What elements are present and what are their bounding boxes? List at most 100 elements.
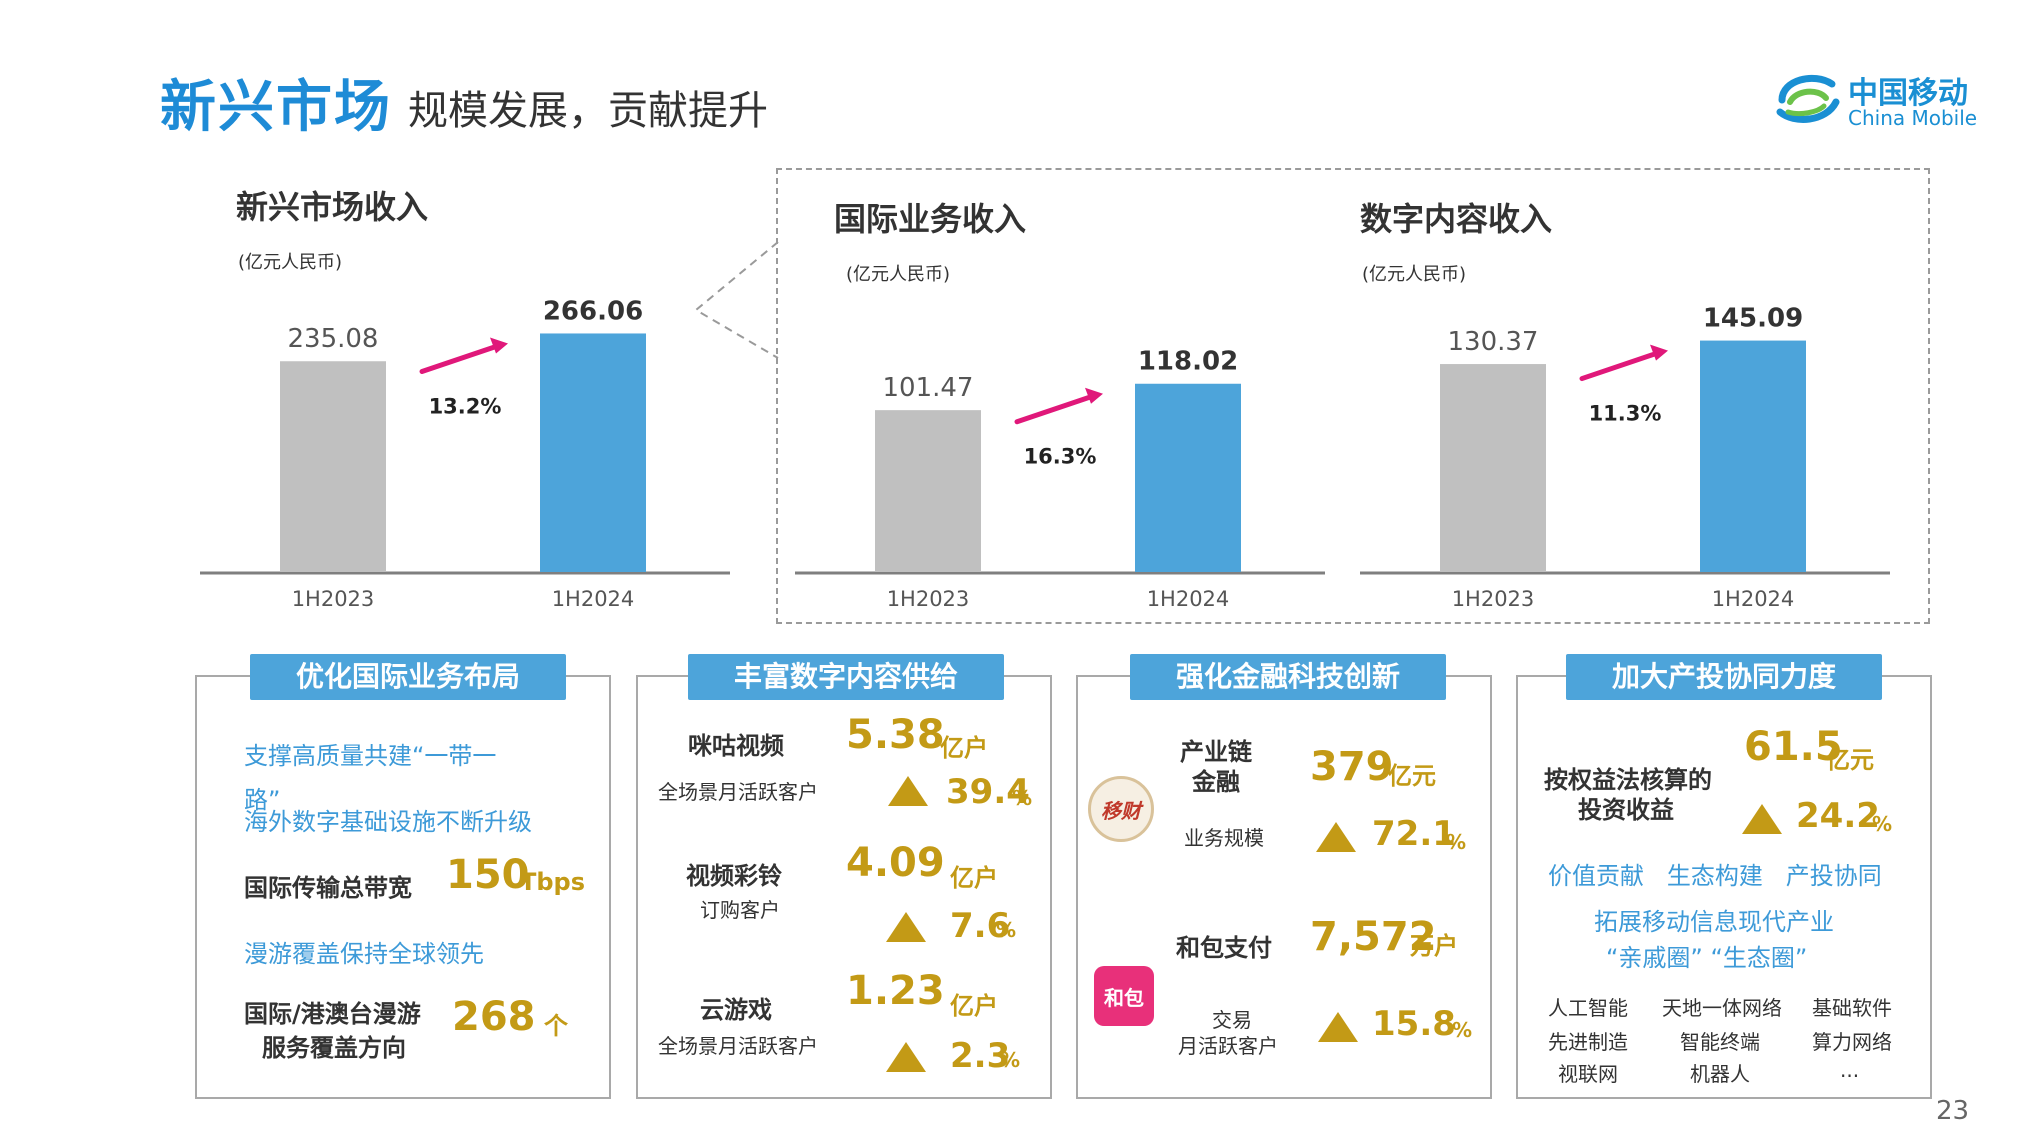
intl-line1a: 支撑高质量共建“一带一 xyxy=(244,742,497,770)
bar-1H2023 xyxy=(1440,364,1546,572)
up-triangle-icon xyxy=(1316,822,1356,852)
invest-tag: 视联网 xyxy=(1558,1062,1618,1086)
content-item2-name: 视频彩铃 xyxy=(686,862,782,890)
invest-expand-b: “亲戚圈” “生态圈” xyxy=(1606,944,1808,972)
fintech-unit1: 亿元 xyxy=(1388,762,1436,790)
up-triangle-icon xyxy=(1742,804,1782,834)
fintech-sub2-a: 交易 xyxy=(1212,1008,1252,1032)
growth-arrow-head-icon xyxy=(1085,387,1103,404)
bar-1H2023 xyxy=(875,410,981,572)
fintech-name1-b: 金融 xyxy=(1192,768,1240,796)
bar-1H2024 xyxy=(1700,340,1806,572)
intl-bw-unit: Tbps xyxy=(520,868,586,896)
intl-roam: 漫游覆盖保持全球领先 xyxy=(244,940,484,968)
fintech-value1: 379 xyxy=(1310,744,1394,790)
chart1-title: 新兴市场收入 xyxy=(236,188,429,226)
up-triangle-icon xyxy=(886,912,926,942)
invest-tag: 机器人 xyxy=(1690,1062,1750,1086)
invest-label-a: 按权益法核算的 xyxy=(1544,766,1712,794)
invest-pct: % xyxy=(1872,812,1893,836)
invest-growth: 24.2 xyxy=(1796,796,1880,836)
x-tick-label: 1H2024 xyxy=(552,587,635,611)
chart3-title: 数字内容收入 xyxy=(1360,200,1553,238)
china-mobile-logo-icon xyxy=(1776,74,1840,123)
content-item3-unit: 亿户 xyxy=(950,992,998,1020)
chart2-unit: (亿元人民币) xyxy=(846,264,951,285)
x-tick-label: 1H2024 xyxy=(1147,587,1230,611)
callout-dashed-box xyxy=(776,168,1930,624)
logo-text-cn: 中国移动 xyxy=(1848,76,1968,111)
chart2-svg: 101.47 1H2023 118.02 1H2024 16.3% xyxy=(795,347,1325,611)
invest-unit: 亿元 xyxy=(1826,746,1874,774)
card-invest-heading: 加大产投协同力度 xyxy=(1566,654,1882,700)
content-item3-sub: 全场景月活跃客户 xyxy=(658,1034,818,1058)
intl-dir-value: 268 xyxy=(452,994,536,1040)
invest-tag: 算力网络 xyxy=(1812,1030,1892,1054)
page-number: 23 xyxy=(1936,1096,1970,1126)
chart1-unit: (亿元人民币) xyxy=(238,252,343,273)
fintech-name2: 和包支付 xyxy=(1176,934,1272,962)
invest-tag: 人工智能 xyxy=(1548,996,1628,1020)
growth-label: 11.3% xyxy=(1589,402,1662,426)
up-triangle-icon xyxy=(886,1042,926,1072)
growth-arrow-line xyxy=(1014,394,1094,425)
bar-1H2024 xyxy=(540,333,646,572)
intl-dir-label-2: 服务覆盖方向 xyxy=(262,1034,406,1062)
data-label: 101.47 xyxy=(883,373,974,403)
callout-pointer xyxy=(694,241,779,359)
intl-dir-label-1: 国际/港澳台漫游 xyxy=(244,1000,421,1028)
fintech-growth2: 15.8 xyxy=(1372,1004,1456,1044)
invest-tag: ... xyxy=(1840,1058,1860,1082)
bar-1H2024 xyxy=(1135,383,1241,572)
fintech-value2: 7,572 xyxy=(1310,914,1437,960)
data-label: 130.37 xyxy=(1448,327,1539,357)
x-tick-label: 1H2023 xyxy=(1452,587,1535,611)
fintech-sub2-b: 月活跃客户 xyxy=(1178,1034,1278,1058)
growth-arrow-head-icon xyxy=(490,337,508,354)
invest-tag: 智能终端 xyxy=(1680,1030,1760,1054)
content-item3-pct: % xyxy=(1000,1048,1021,1072)
growth-arrow-line xyxy=(419,343,499,374)
card-intl-heading: 优化国际业务布局 xyxy=(250,654,566,700)
invest-expand-a: 拓展移动信息现代产业 xyxy=(1594,908,1834,936)
invest-tag: 天地一体网络 xyxy=(1662,996,1782,1020)
chart2-title: 国际业务收入 xyxy=(834,200,1027,238)
growth-label: 13.2% xyxy=(429,394,502,418)
fintech-pct1: % xyxy=(1446,830,1467,854)
invest-value: 61.5 xyxy=(1744,724,1843,770)
hebao-logo-text: 和包 xyxy=(1104,985,1144,1010)
chart3-unit: (亿元人民币) xyxy=(1362,264,1467,285)
growth-arrow-head-icon xyxy=(1650,344,1668,361)
intl-line2: 海外数字基础设施不断升级 xyxy=(244,808,532,836)
fintech-name1-a: 产业链 xyxy=(1180,738,1252,766)
content-item2-growth: 7.6 xyxy=(950,906,1011,946)
x-tick-label: 1H2024 xyxy=(1712,587,1795,611)
data-label: 118.02 xyxy=(1138,347,1238,377)
fintech-growth1: 72.1 xyxy=(1372,814,1456,854)
content-item1-growth: 39.4 xyxy=(946,772,1030,812)
content-item1-unit: 亿户 xyxy=(940,734,988,762)
invest-tag: 基础软件 xyxy=(1812,996,1892,1020)
intl-bw-label: 国际传输总带宽 xyxy=(244,874,412,902)
intl-dir-unit: 个 xyxy=(544,1012,568,1040)
content-item3-value: 1.23 xyxy=(846,968,945,1014)
content-item1-sub: 全场景月活跃客户 xyxy=(658,780,818,804)
card-content-heading: 丰富数字内容供给 xyxy=(688,654,1004,700)
x-tick-label: 1H2023 xyxy=(887,587,970,611)
intl-bw-value: 150 xyxy=(446,852,530,898)
content-item3-name: 云游戏 xyxy=(700,996,772,1024)
up-triangle-icon xyxy=(1318,1012,1358,1042)
logo-text-en: China Mobile xyxy=(1848,106,1978,130)
page-title-main: 新兴市场 xyxy=(160,75,392,140)
yicai-logo-text: 移财 xyxy=(1101,798,1141,823)
content-item1-value: 5.38 xyxy=(846,712,945,758)
content-item2-pct: % xyxy=(996,918,1017,942)
invest-tag: 先进制造 xyxy=(1548,1030,1628,1054)
up-triangle-icon xyxy=(888,776,928,806)
content-item1-name: 咪咕视频 xyxy=(688,732,784,760)
data-label: 266.06 xyxy=(543,296,643,326)
bar-1H2023 xyxy=(280,361,386,572)
data-label: 145.09 xyxy=(1703,304,1803,334)
content-item2-value: 4.09 xyxy=(846,840,945,886)
invest-label-b: 投资收益 xyxy=(1578,796,1674,824)
